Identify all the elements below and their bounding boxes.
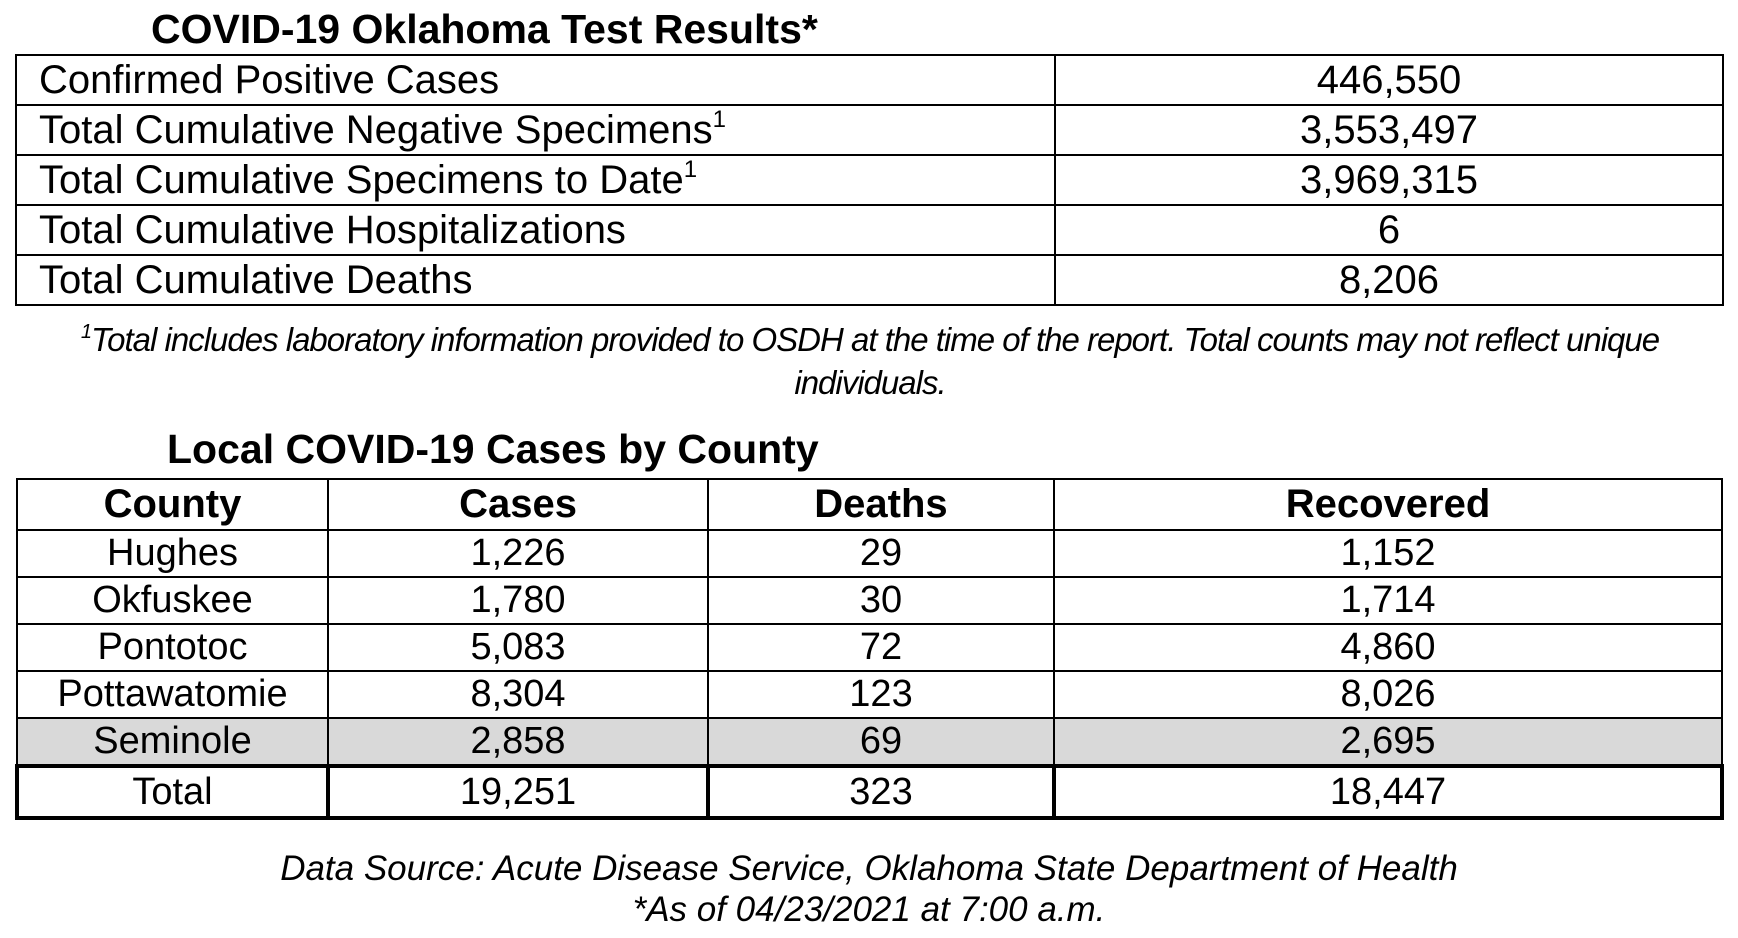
column-header-deaths: Deaths bbox=[707, 478, 1055, 531]
total-label: Total bbox=[15, 764, 330, 820]
footnote-marker: 1 bbox=[80, 321, 92, 343]
column-header-recovered: Recovered bbox=[1053, 478, 1723, 531]
deaths-value: 29 bbox=[707, 529, 1055, 578]
table-row: Total Cumulative Deaths 8,206 bbox=[15, 254, 1724, 306]
county-name: Hughes bbox=[16, 529, 329, 578]
footnote-marker: 1 bbox=[712, 106, 727, 133]
table-row: Pontotoc 5,083 72 4,860 bbox=[16, 623, 1723, 672]
row-value: 8,206 bbox=[1054, 254, 1724, 306]
row-label: Total Cumulative Negative Specimens1 bbox=[15, 104, 1056, 156]
county-table-title: Local COVID-19 Cases by County bbox=[167, 426, 819, 472]
cases-value: 8,304 bbox=[327, 670, 709, 719]
row-value: 3,969,315 bbox=[1054, 154, 1724, 206]
table-row: Pottawatomie 8,304 123 8,026 bbox=[16, 670, 1723, 719]
recovered-value: 1,152 bbox=[1053, 529, 1723, 578]
table-row: Total Cumulative Specimens to Date1 3,96… bbox=[15, 154, 1724, 206]
total-cases: 19,251 bbox=[326, 764, 710, 820]
county-name: Pontotoc bbox=[16, 623, 329, 672]
row-value: 6 bbox=[1054, 204, 1724, 256]
row-label: Total Cumulative Deaths bbox=[15, 254, 1056, 306]
cases-value: 1,226 bbox=[327, 529, 709, 578]
recovered-value: 8,026 bbox=[1053, 670, 1723, 719]
row-label: Confirmed Positive Cases bbox=[15, 54, 1056, 106]
county-name: Seminole bbox=[16, 717, 329, 767]
as-of-note: *As of 04/23/2021 at 7:00 a.m. bbox=[632, 890, 1106, 929]
column-header-county: County bbox=[16, 478, 329, 531]
recovered-value: 4,860 bbox=[1053, 623, 1723, 672]
header-row: County Cases Deaths Recovered bbox=[16, 478, 1723, 531]
test-results-title: COVID-19 Oklahoma Test Results* bbox=[151, 6, 818, 52]
recovered-value: 1,714 bbox=[1053, 576, 1723, 625]
county-table: County Cases Deaths Recovered Hughes 1,2… bbox=[15, 478, 1724, 820]
table-row: Confirmed Positive Cases 446,550 bbox=[15, 54, 1724, 106]
table-row: Okfuskee 1,780 30 1,714 bbox=[16, 576, 1723, 625]
footnote-text: Total includes laboratory information pr… bbox=[90, 321, 1660, 401]
total-row: Total 19,251 323 18,447 bbox=[15, 764, 1724, 820]
footnote: 1Total includes laboratory information p… bbox=[20, 318, 1720, 404]
recovered-value: 2,695 bbox=[1053, 717, 1723, 767]
data-source-note: Data Source: Acute Disease Service, Okla… bbox=[280, 849, 1458, 888]
row-label: Total Cumulative Specimens to Date1 bbox=[15, 154, 1056, 206]
footnote-marker: 1 bbox=[683, 156, 698, 183]
row-value: 446,550 bbox=[1054, 54, 1724, 106]
total-deaths: 323 bbox=[706, 764, 1056, 820]
deaths-value: 69 bbox=[707, 717, 1055, 767]
cases-value: 5,083 bbox=[327, 623, 709, 672]
deaths-value: 123 bbox=[707, 670, 1055, 719]
column-header-cases: Cases bbox=[327, 478, 709, 531]
table-row: Hughes 1,226 29 1,152 bbox=[16, 529, 1723, 578]
row-label: Total Cumulative Hospitalizations bbox=[15, 204, 1056, 256]
table-row: Total Cumulative Negative Specimens1 3,5… bbox=[15, 104, 1724, 156]
table-row-highlighted: Seminole 2,858 69 2,695 bbox=[16, 717, 1723, 767]
county-name: Okfuskee bbox=[16, 576, 329, 625]
deaths-value: 30 bbox=[707, 576, 1055, 625]
test-results-table: Confirmed Positive Cases 446,550 Total C… bbox=[15, 54, 1724, 306]
table-row: Total Cumulative Hospitalizations 6 bbox=[15, 204, 1724, 256]
county-name: Pottawatomie bbox=[16, 670, 329, 719]
cases-value: 1,780 bbox=[327, 576, 709, 625]
row-value: 3,553,497 bbox=[1054, 104, 1724, 156]
cases-value: 2,858 bbox=[327, 717, 709, 767]
total-recovered: 18,447 bbox=[1052, 764, 1724, 820]
deaths-value: 72 bbox=[707, 623, 1055, 672]
